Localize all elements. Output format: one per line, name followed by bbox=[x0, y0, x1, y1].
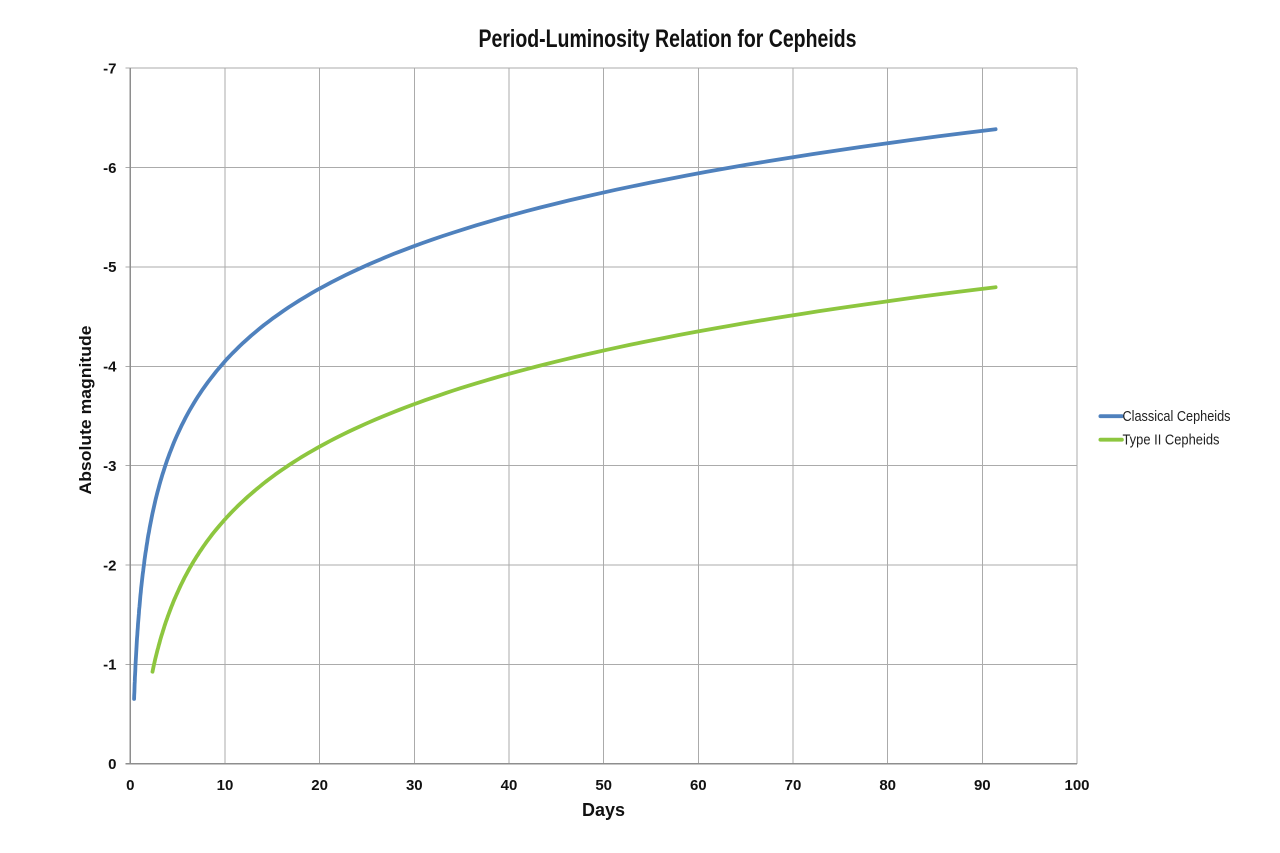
svg-text:90: 90 bbox=[974, 777, 991, 794]
svg-text:70: 70 bbox=[785, 777, 802, 794]
svg-text:-6: -6 bbox=[103, 160, 116, 177]
svg-text:Days: Days bbox=[582, 800, 625, 820]
svg-text:10: 10 bbox=[217, 777, 234, 794]
svg-text:-3: -3 bbox=[103, 458, 116, 475]
svg-text:50: 50 bbox=[595, 777, 612, 794]
svg-text:Classical Cepheids: Classical Cepheids bbox=[1123, 409, 1231, 425]
svg-text:-5: -5 bbox=[103, 259, 116, 276]
svg-text:0: 0 bbox=[126, 777, 134, 794]
svg-text:100: 100 bbox=[1064, 777, 1089, 794]
svg-text:20: 20 bbox=[311, 777, 328, 794]
svg-text:-7: -7 bbox=[103, 60, 116, 77]
svg-text:Type II Cepheids: Type II Cepheids bbox=[1123, 433, 1220, 449]
svg-text:-2: -2 bbox=[103, 557, 116, 574]
svg-text:Period-Luminosity Relation for: Period-Luminosity Relation for Cepheids bbox=[479, 25, 857, 53]
svg-text:80: 80 bbox=[879, 777, 896, 794]
svg-text:Absolute magnitude: Absolute magnitude bbox=[76, 326, 95, 495]
svg-text:40: 40 bbox=[501, 777, 518, 794]
svg-text:-4: -4 bbox=[103, 359, 117, 376]
svg-text:0: 0 bbox=[108, 756, 116, 773]
svg-text:30: 30 bbox=[406, 777, 423, 794]
svg-text:60: 60 bbox=[690, 777, 707, 794]
svg-text:-1: -1 bbox=[103, 657, 116, 674]
